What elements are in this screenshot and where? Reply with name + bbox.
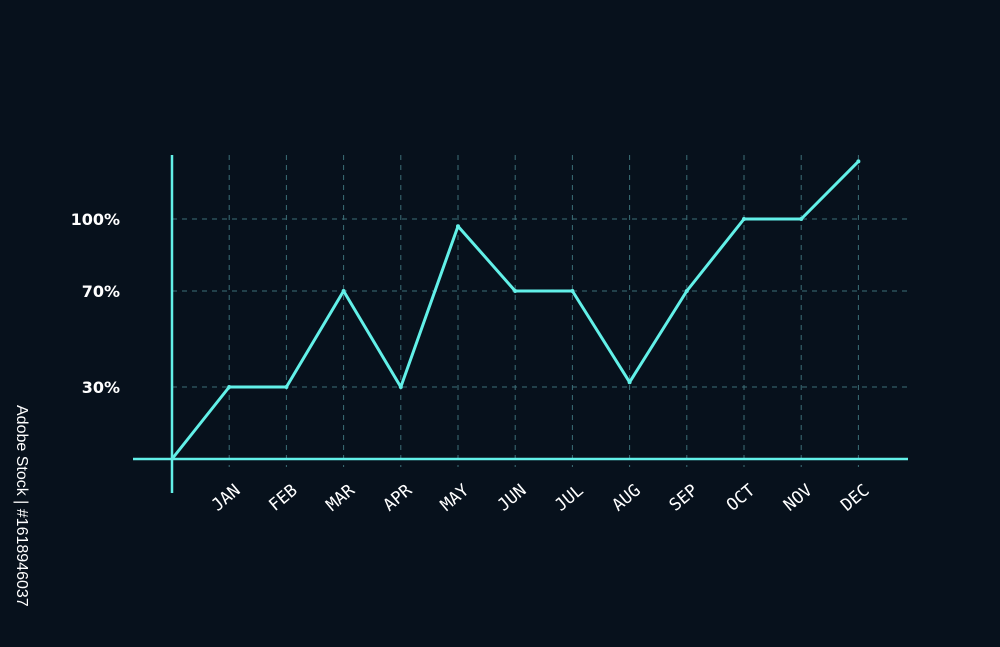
x-tick-label-jun: JUN xyxy=(494,481,530,516)
x-tick-labels: JAN FEB MAR APR MAY JUN JUL AUG SEP OCT NOV DEC xyxy=(208,480,874,516)
data-point-may xyxy=(456,224,460,229)
data-point-mar xyxy=(341,289,346,293)
data-point-jan xyxy=(227,385,232,389)
y-tick-label: 100% xyxy=(71,210,120,229)
x-tick-label-may: MAY xyxy=(437,481,473,516)
x-tick-label-jan: JAN xyxy=(208,481,244,516)
x-tick-label-oct: OCT xyxy=(723,481,759,516)
x-tick-label-jul: JUL xyxy=(551,481,587,516)
x-tick-label-dec: DEC xyxy=(837,481,873,516)
x-tick-label-feb: FEB xyxy=(265,481,301,516)
x-tick-label-sep: SEP xyxy=(666,481,702,516)
x-tick-label-nov: NOV xyxy=(780,481,816,516)
x-tick-label-mar: MAR xyxy=(322,480,359,516)
data-point-oct xyxy=(742,217,746,221)
y-tick-labels: 30% 70% 100% xyxy=(71,210,120,397)
x-tick-label-apr: APR xyxy=(380,480,417,516)
y-tick-label: 30% xyxy=(82,378,120,397)
data-point-nov xyxy=(799,217,804,221)
stock-id-label: Adobe Stock | #1618946037 xyxy=(13,405,30,607)
data-point-jul xyxy=(570,289,575,293)
x-tick-label-aug: AUG xyxy=(608,481,644,516)
data-point-dec xyxy=(856,159,861,164)
data-point-jun xyxy=(513,289,518,293)
grid-lines xyxy=(172,155,908,467)
data-point-apr xyxy=(398,385,403,389)
data-point-sep xyxy=(684,289,689,293)
data-point-aug xyxy=(627,380,632,385)
y-tick-label: 70% xyxy=(82,282,120,301)
data-point-feb xyxy=(284,385,289,389)
